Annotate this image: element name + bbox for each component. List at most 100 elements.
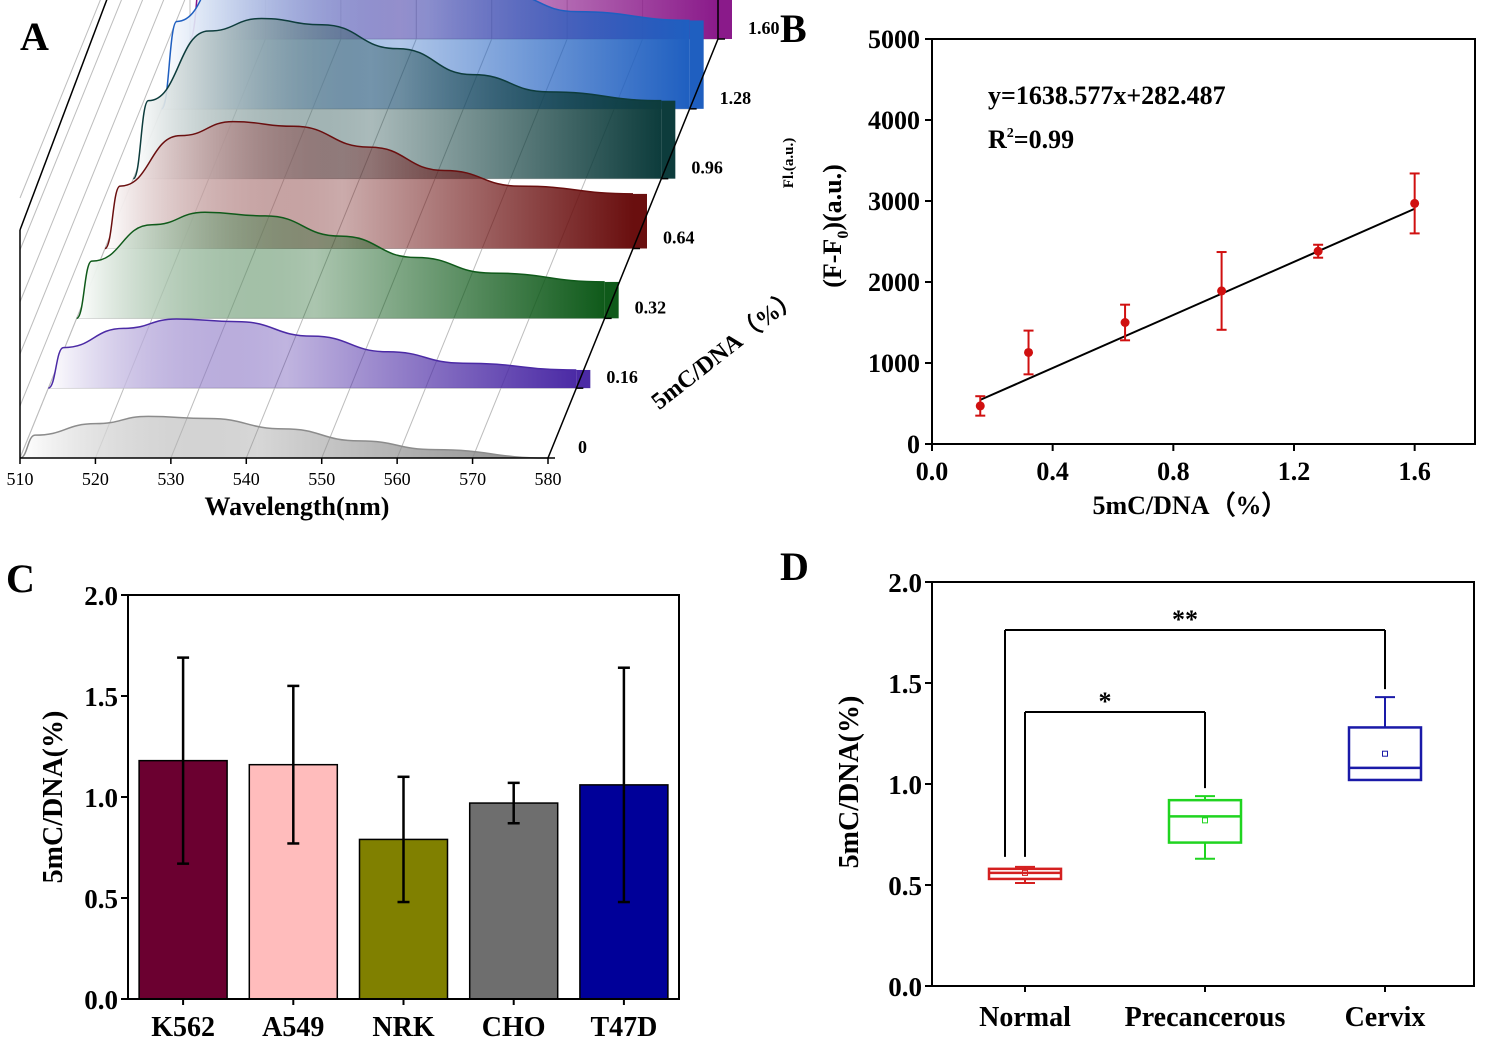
panel-b-x-tick-label: 0.8 — [1157, 457, 1190, 486]
panel-d-y-tick-label: 0.0 — [888, 972, 922, 1002]
panel-a-x-tick-label: 560 — [384, 469, 411, 489]
panel-d-y-tick-label: 2.0 — [888, 568, 922, 598]
panel-a-side-grid — [19, 0, 165, 355]
panel-a-z-tick-label: 1.60 — [748, 18, 780, 38]
panel-d-y-tick-label: 1.0 — [888, 770, 922, 800]
panel-a-x-tick-label: 580 — [535, 469, 562, 489]
panel-b-fit-line — [979, 207, 1416, 401]
panel-a-z-tick-label: 0.32 — [635, 297, 667, 317]
panel-a-series-line-0.96 — [132, 17, 662, 180]
panel-b-y-tick-label: 3000 — [868, 187, 920, 216]
panel-letter-b: B — [780, 6, 807, 51]
panel-a-ribbon-0.32 — [76, 212, 605, 319]
panel-a-x-tick-label: 520 — [82, 469, 109, 489]
panel-d-frame — [931, 581, 1475, 987]
panel-b-ylabel: (F-F0)(a.u.) — [818, 164, 852, 288]
panel-b-x-tick-label: 1.2 — [1278, 457, 1311, 486]
panel-a-side-grid — [19, 0, 101, 199]
panel-a-x-tick-label: 540 — [233, 469, 260, 489]
panel-a-ribbon-0.16 — [48, 319, 577, 389]
panel-d-box-Cervix — [1347, 726, 1423, 782]
panel-d-category-label: Normal — [979, 1002, 1071, 1033]
panel-c-y-tick-label: 0.5 — [84, 884, 118, 914]
panel-b-data-point — [975, 401, 985, 411]
panel-b-y-tick-label: 0 — [907, 430, 920, 459]
panel-a-x-tick-label: 510 — [7, 469, 34, 489]
panel-a: 510 520 530 540 550 560 570 580 0 0.16 0.32 0.64 0.9… — [7, 0, 805, 521]
panel-c-category-label: T47D — [590, 1012, 657, 1043]
panel-b-data-point — [1217, 286, 1227, 296]
panel-a-ribbon-end-1.28 — [689, 20, 704, 109]
panel-b: 0.0 0.4 0.8 1.2 1.6 0 1000 2000 3000 4000 5000 y=1… — [818, 25, 1476, 520]
panel-a-series-line-0.16 — [47, 318, 577, 389]
panel-c-category-label: NRK — [372, 1012, 434, 1043]
panel-b-y-tick-label: 5000 — [868, 25, 920, 54]
panel-a-zlabel: 5mC/DNA（%） — [646, 283, 804, 415]
panel-a-ylabel: Fl.(a.u.) — [781, 138, 797, 188]
panel-a-z-tick-label: 1.28 — [720, 88, 752, 108]
panel-b-equation: y=1638.577x+282.487 — [988, 81, 1226, 110]
panel-a-side-grid — [19, 0, 186, 407]
panel-b-r2: R2=0.99 — [988, 125, 1074, 154]
panel-a-series-line-0.64 — [104, 120, 634, 250]
panel-a-x-tick-label: 530 — [157, 469, 184, 489]
panel-a-z-tick-label: 0.64 — [663, 228, 695, 248]
panel-c-axes: K562 A549 NRK CHO T47D 0.0 0.5 1.0 1.5 2.0 — [84, 581, 680, 1043]
panel-d-mean-marker — [1202, 817, 1208, 824]
panel-c-plot — [138, 656, 669, 1000]
panel-b-plot — [975, 172, 1420, 417]
panel-b-xlabel: 5mC/DNA（%） — [1093, 491, 1288, 520]
panel-d-category-label: Precancerous — [1125, 1002, 1286, 1033]
panel-b-data-point — [1024, 347, 1034, 357]
panel-c-ylabel: 5mC/DNA(%) — [38, 711, 69, 884]
panel-b-data-point — [1410, 198, 1420, 208]
panel-d-significance-label: ** — [1172, 605, 1198, 634]
panel-b-frame — [931, 38, 1476, 445]
panel-c: K562 A549 NRK CHO T47D 0.0 0.5 1.0 1.5 2.0 5mC/DN… — [38, 581, 680, 1043]
panel-a-series-line-0 — [19, 415, 549, 459]
panel-d-mean-marker — [1022, 869, 1028, 876]
panel-a-ribbon-end-0.96 — [661, 100, 676, 179]
panel-a-axes: 510 520 530 540 550 560 570 580 0 0.16 0.32 0.64 0.9… — [7, 0, 780, 489]
panel-a-z-tick-label: 0.16 — [606, 367, 638, 387]
panel-b-x-tick-label: 1.6 — [1398, 457, 1431, 486]
panel-d-plot: *** — [987, 605, 1423, 884]
panel-d-ylabel: 5mC/DNA(%) — [834, 696, 865, 869]
panel-d-axes: 0.0 0.5 1.0 1.5 2.0 Normal Precancerous Cervix — [888, 568, 1425, 1033]
panel-b-axes: 0.0 0.4 0.8 1.2 1.6 0 1000 2000 3000 4000 5000 — [868, 25, 1431, 486]
panel-d-category-label: Cervix — [1345, 1002, 1426, 1033]
panel-b-x-tick-label: 0.4 — [1036, 457, 1069, 486]
panel-a-series-line-0.32 — [75, 211, 605, 320]
panel-c-category-label: A549 — [262, 1012, 324, 1043]
panel-a-x-tick-label: 550 — [308, 469, 335, 489]
panel-a-series-line-1.28 — [160, 0, 690, 110]
panel-a-side-grid — [19, 0, 144, 303]
panel-d-box-Precancerous — [1167, 798, 1243, 844]
panel-c-y-tick-label: 0.0 — [84, 985, 118, 1015]
panel-b-data-point — [1313, 246, 1323, 256]
panel-a-z-tick-label: 0 — [578, 437, 587, 457]
panel-b-x-tick-label: 0.0 — [916, 457, 949, 486]
panel-d-significance-label: * — [1099, 687, 1112, 716]
panel-c-y-tick-label: 2.0 — [84, 581, 118, 611]
panel-a-x-tick-label: 570 — [459, 469, 486, 489]
panel-a-series — [19, 0, 732, 459]
panel-letter-d: D — [780, 544, 809, 589]
panel-a-side-grid — [19, 0, 122, 251]
panel-c-y-tick-label: 1.0 — [84, 783, 118, 813]
panel-a-xlabel: Wavelength(nm) — [205, 492, 390, 521]
panel-b-y-tick-label: 4000 — [868, 106, 920, 135]
panel-c-bar-CHO — [468, 802, 559, 1000]
panel-b-data-point — [1120, 318, 1130, 327]
panel-d-y-tick-label: 0.5 — [888, 871, 922, 901]
panel-c-category-label: CHO — [482, 1012, 546, 1043]
panel-letter-a: A — [20, 14, 49, 59]
panel-a-ribbon-end-1.60 — [718, 0, 732, 39]
panel-d-y-tick-label: 1.5 — [888, 669, 922, 699]
panel-a-top-edge — [19, 0, 108, 231]
panel-a-z-tick-label: 0.96 — [691, 158, 723, 178]
panel-b-y-tick-label: 2000 — [868, 268, 920, 297]
panel-a-ribbon-end-0.16 — [576, 369, 591, 389]
panel-a-ribbon-0 — [20, 416, 548, 458]
